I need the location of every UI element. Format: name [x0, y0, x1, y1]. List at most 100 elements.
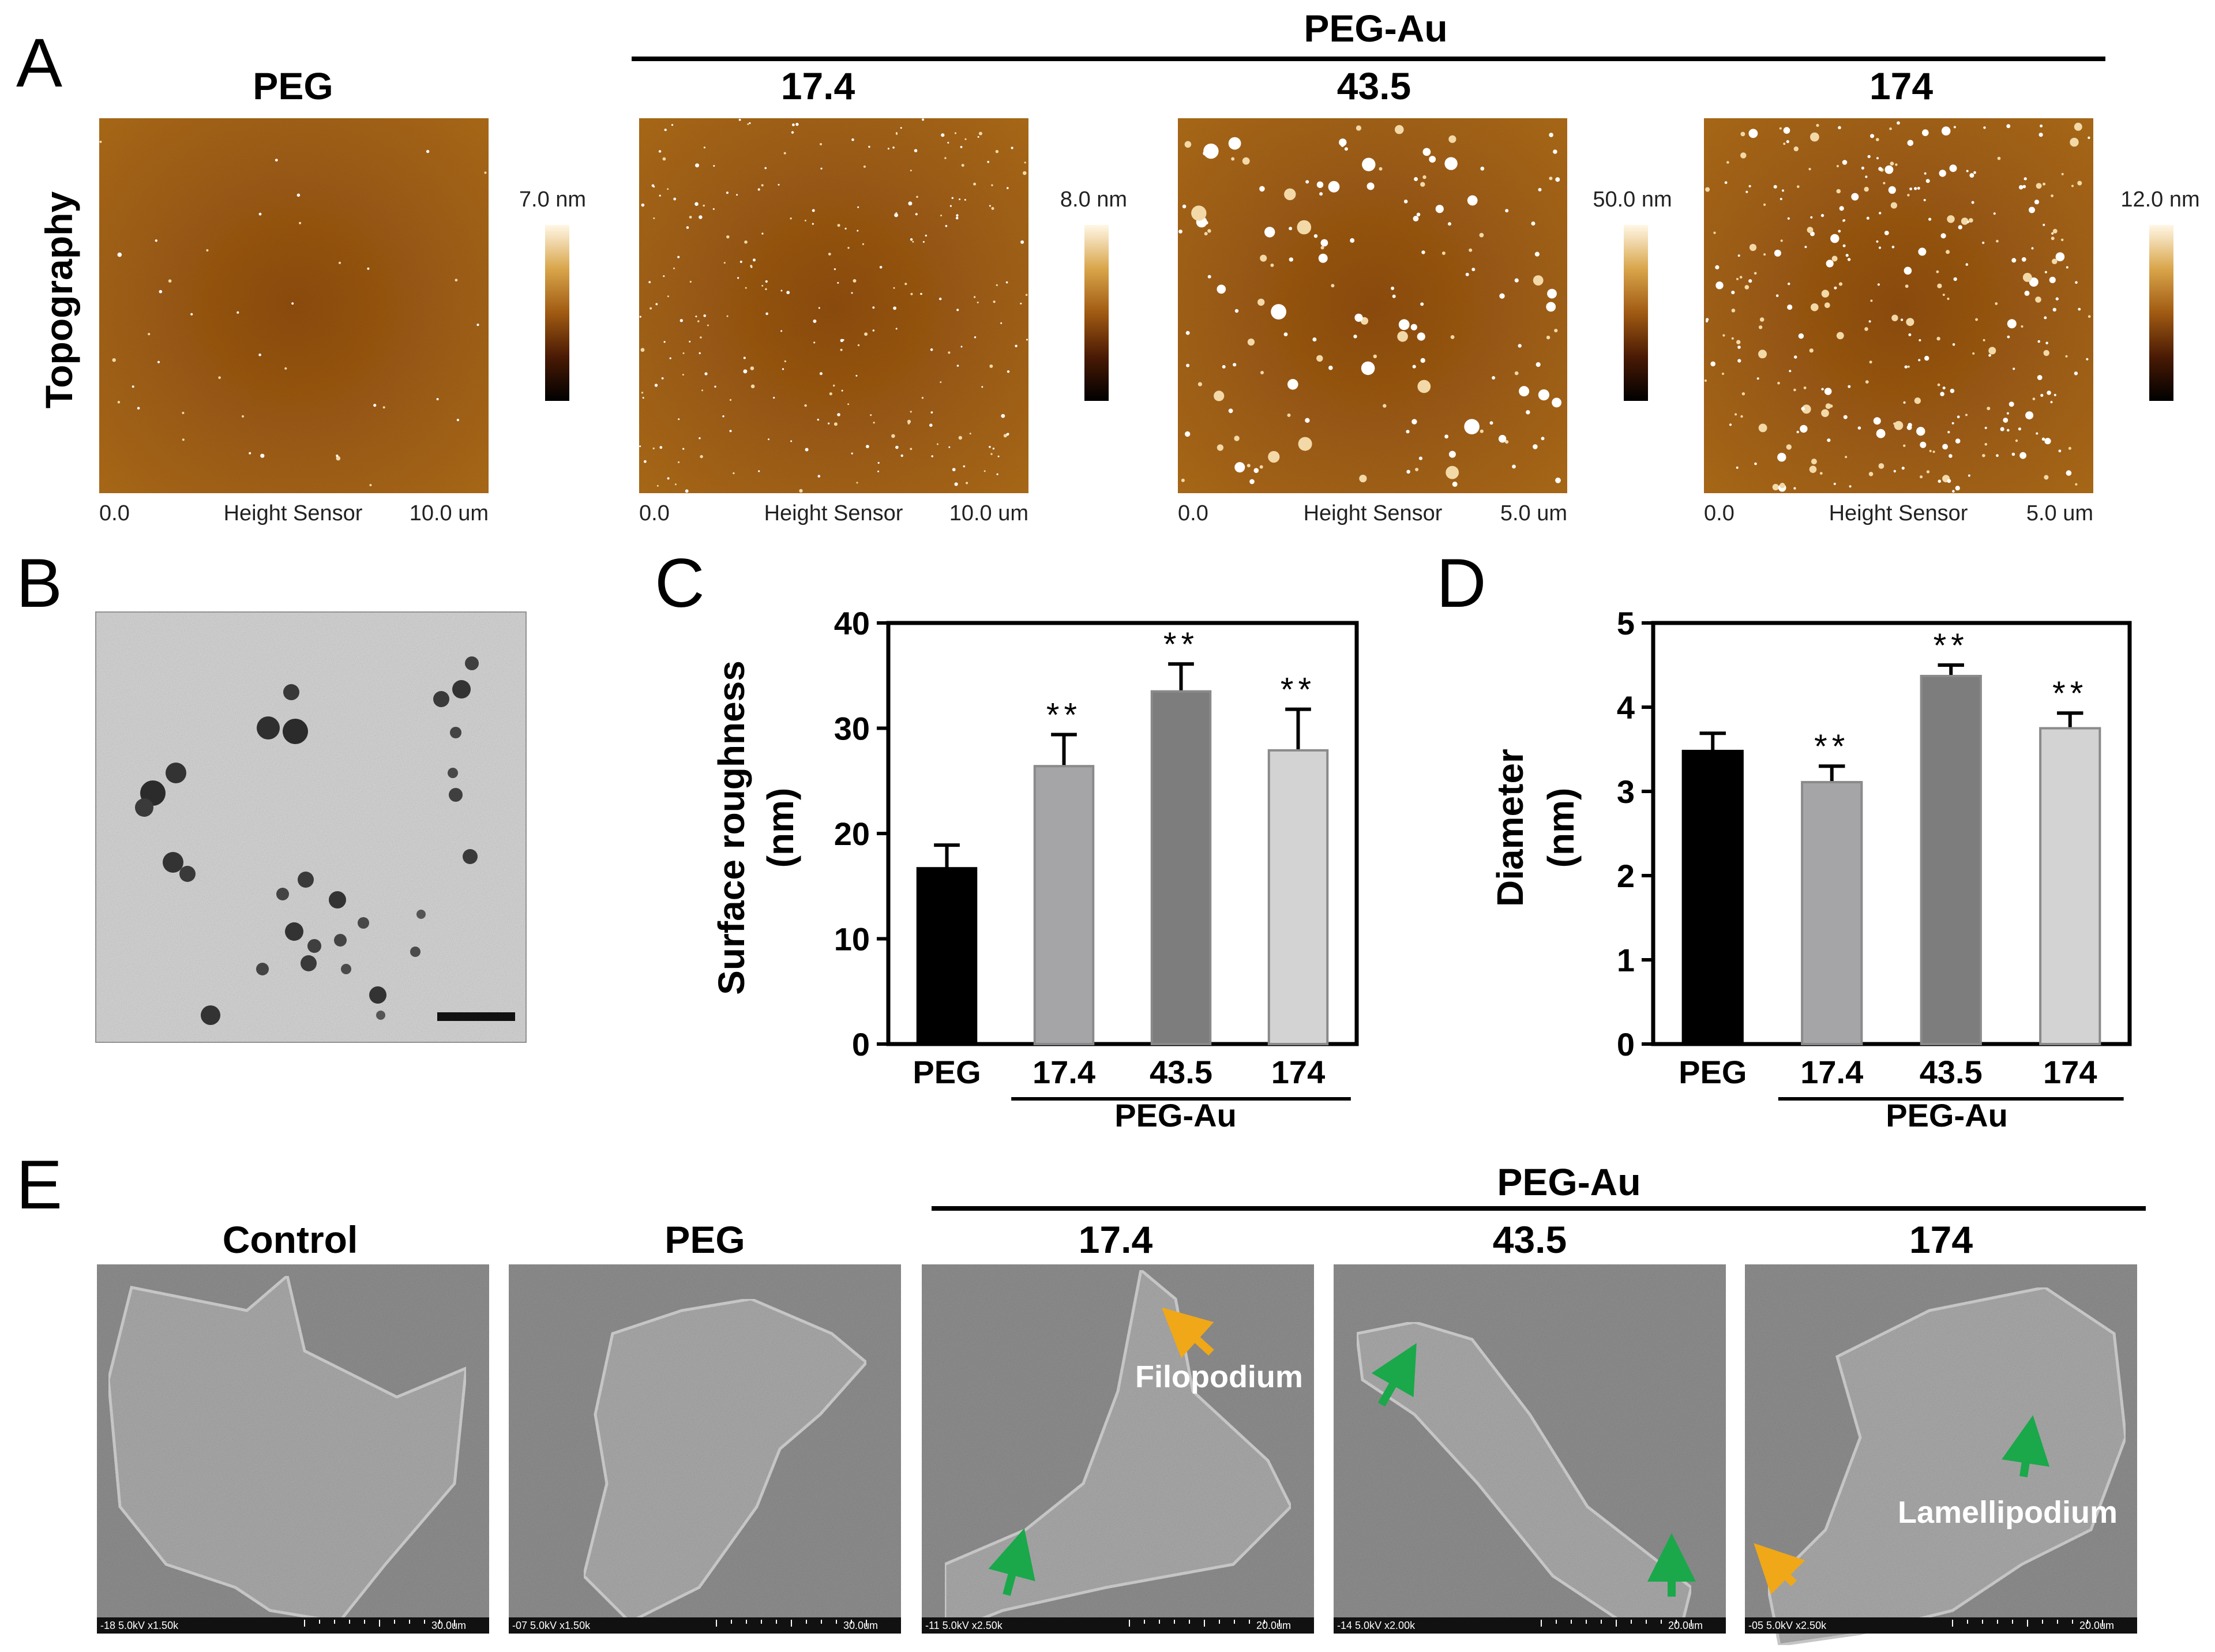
afm-particle	[2021, 325, 2023, 328]
afm-particle	[2045, 341, 2048, 344]
afm-particle	[2044, 271, 2047, 273]
afm-particle	[1838, 126, 1841, 130]
afm-particle	[117, 252, 122, 257]
afm-particle	[653, 217, 655, 219]
afm-particle	[1879, 212, 1882, 215]
y-tick-label: 0	[1617, 1026, 1635, 1062]
afm-particle	[753, 258, 756, 262]
afm-particle	[955, 216, 959, 220]
afm-particle	[757, 188, 760, 191]
afm-particle	[1995, 302, 1998, 305]
afm-particle	[1996, 454, 1999, 457]
afm-particle	[640, 348, 645, 352]
afm-particle	[952, 468, 956, 471]
afm-particle	[1233, 363, 1237, 367]
afm-particle	[1392, 294, 1396, 298]
afm-particle	[944, 157, 947, 159]
afm-particle	[1228, 408, 1233, 414]
afm-particle	[703, 314, 706, 317]
afm-particle	[743, 356, 746, 359]
afm-x-start: 0.0	[99, 501, 130, 525]
afm-particle	[1007, 370, 1010, 373]
afm-particle	[1015, 344, 1018, 347]
afm-particle	[1953, 126, 1956, 129]
afm-particle	[1779, 127, 1782, 130]
afm-particle	[1512, 464, 1516, 469]
afm-particle	[1968, 218, 1973, 223]
afm-particle	[701, 389, 703, 392]
sem-info-bar	[922, 1617, 1314, 1634]
afm-particle	[1947, 431, 1950, 434]
afm-particle	[1715, 281, 1724, 290]
afm-particle	[1546, 302, 1556, 312]
sem-scale-length: 20.0um	[1256, 1620, 1291, 1631]
sem-scale-length: 30.0um	[431, 1620, 466, 1631]
y-tick-label: 4	[1617, 689, 1635, 726]
afm-particle	[960, 146, 963, 148]
afm-particle	[963, 465, 966, 468]
afm-particle	[1313, 234, 1318, 238]
afm-particle	[1514, 278, 1519, 283]
afm-particle	[833, 384, 835, 387]
afm-particle	[1555, 477, 1561, 483]
afm-particle	[1312, 337, 1317, 341]
afm-particle	[1289, 227, 1293, 231]
afm-particle	[704, 372, 708, 376]
afm-particle	[639, 445, 641, 448]
afm-particle	[1809, 465, 1817, 473]
afm-particle	[1996, 239, 1999, 243]
afm-colorbar-max: 50.0 nm	[1593, 187, 1672, 212]
afm-particle	[1417, 380, 1431, 393]
afm-particle	[1884, 231, 1889, 235]
afm-particle	[1920, 475, 1923, 479]
afm-particle	[2029, 206, 2035, 213]
afm-particle	[182, 438, 185, 441]
afm-particle	[931, 455, 933, 457]
afm-particle	[1865, 380, 1869, 384]
afm-particle	[1705, 320, 1709, 323]
x-tick-label: 17.4	[1033, 1054, 1095, 1090]
afm-particle	[1553, 149, 1557, 154]
afm-particle	[1816, 123, 1819, 127]
afm-height-map	[1178, 118, 1567, 493]
afm-particle	[1395, 125, 1404, 134]
bar	[1801, 780, 1863, 1045]
afm-particle	[887, 148, 889, 150]
afm-particle	[1745, 190, 1748, 193]
afm-particle	[1203, 143, 1219, 159]
afm-particle	[1904, 266, 1912, 275]
afm-particle	[910, 170, 912, 172]
panel-label-b: B	[16, 545, 62, 622]
cell-body	[1766, 1286, 2127, 1647]
afm-particle	[1929, 449, 1932, 452]
afm-particle	[677, 256, 680, 258]
afm-particle	[1789, 370, 1792, 373]
afm-particle	[148, 333, 151, 336]
afm-particle	[1305, 180, 1309, 184]
afm-particle	[790, 440, 793, 442]
afm-particle	[1907, 194, 1910, 197]
panel-label-e: E	[16, 1146, 62, 1223]
afm-particle	[761, 184, 764, 187]
afm-particle	[840, 339, 844, 343]
afm-particle	[1906, 318, 1914, 326]
afm-particle	[1446, 465, 1459, 479]
afm-particle	[2061, 172, 2064, 175]
afm-particle	[1878, 246, 1882, 249]
significance-marker: **	[2052, 675, 2088, 712]
afm-particle	[1811, 303, 1819, 311]
afm-particle	[299, 221, 302, 224]
afm-particle	[989, 205, 991, 207]
sem-scale-length: 20.0um	[2079, 1620, 2114, 1631]
afm-particle	[1890, 162, 1894, 166]
afm-particle	[1547, 288, 1557, 299]
afm-particle	[1793, 355, 1797, 359]
afm-particle	[1498, 435, 1507, 443]
afm-particle	[733, 472, 735, 475]
afm-particle	[1398, 319, 1410, 331]
afm-particle	[745, 287, 747, 289]
afm-particle	[656, 485, 659, 487]
afm-particle	[1448, 450, 1456, 458]
afm-particle	[1181, 478, 1185, 482]
afm-particle	[1748, 279, 1752, 283]
